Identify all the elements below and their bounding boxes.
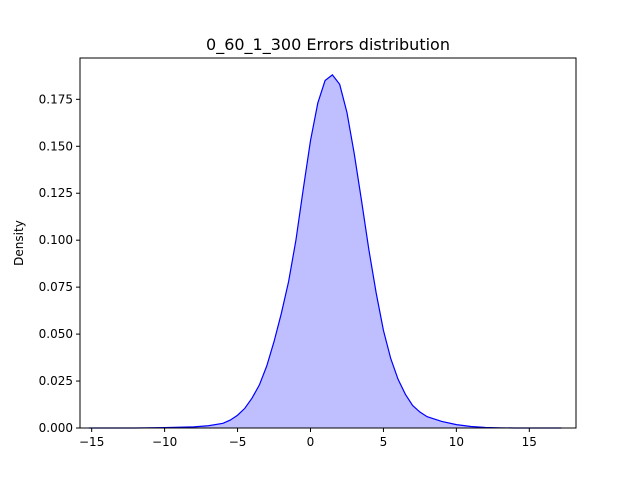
x-tick-label: 5 [380,435,388,449]
density-fill-area [88,74,562,429]
y-tick-label: 0.150 [39,139,73,153]
x-tick-label: 0 [307,435,315,449]
y-tick-label: 0.175 [39,92,73,106]
chart-title: 0_60_1_300 Errors distribution [206,35,450,55]
x-tick-label: 15 [522,435,537,449]
y-tick-label: 0.125 [39,186,73,200]
density-line [88,74,562,429]
plot-area [88,74,562,429]
x-tick-label: 10 [449,435,464,449]
x-tick-label: −5 [229,435,247,449]
y-tick-label: 0.075 [39,280,73,294]
y-axis: 0.000 0.025 0.050 0.075 0.100 0.125 0.150 0.175 [39,92,80,435]
plot-frame [79,57,577,429]
y-tick-label: 0.025 [39,374,73,388]
x-axis: −15 −10 −5 0 5 10 15 [79,428,537,449]
x-tick-label: −15 [79,435,104,449]
y-tick-label: 0.100 [39,233,73,247]
x-tick-label: −10 [152,435,177,449]
y-tick-label: 0.050 [39,327,73,341]
y-tick-label: 0.000 [39,421,73,435]
y-axis-label: Density [12,220,26,266]
